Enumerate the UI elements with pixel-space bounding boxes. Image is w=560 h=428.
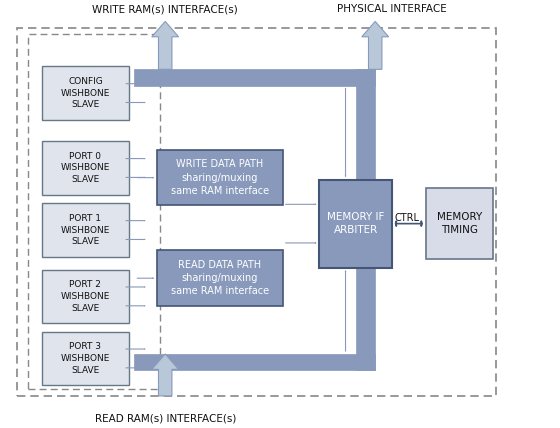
Polygon shape bbox=[152, 354, 179, 396]
Text: PORT 0
WISHBONE
SLAVE: PORT 0 WISHBONE SLAVE bbox=[60, 152, 110, 184]
Text: PORT 3
WISHBONE
SLAVE: PORT 3 WISHBONE SLAVE bbox=[60, 342, 110, 375]
Text: CTRL: CTRL bbox=[394, 213, 419, 223]
Text: PHYSICAL INTERFACE: PHYSICAL INTERFACE bbox=[337, 4, 447, 15]
Text: WRITE DATA PATH
sharing/muxing
same RAM interface: WRITE DATA PATH sharing/muxing same RAM … bbox=[171, 159, 269, 196]
FancyBboxPatch shape bbox=[42, 332, 129, 385]
FancyBboxPatch shape bbox=[134, 354, 375, 370]
FancyBboxPatch shape bbox=[157, 150, 283, 205]
Text: WRITE RAM(s) INTERFACE(s): WRITE RAM(s) INTERFACE(s) bbox=[92, 4, 238, 15]
FancyBboxPatch shape bbox=[42, 203, 129, 257]
Text: PORT 2
WISHBONE
SLAVE: PORT 2 WISHBONE SLAVE bbox=[60, 280, 110, 313]
Text: MEMORY
TIMING: MEMORY TIMING bbox=[437, 212, 482, 235]
FancyBboxPatch shape bbox=[42, 141, 129, 195]
FancyBboxPatch shape bbox=[426, 188, 493, 259]
Text: PORT 1
WISHBONE
SLAVE: PORT 1 WISHBONE SLAVE bbox=[60, 214, 110, 247]
FancyBboxPatch shape bbox=[134, 69, 375, 86]
Text: CONFIG
WISHBONE
SLAVE: CONFIG WISHBONE SLAVE bbox=[60, 77, 110, 110]
Text: MEMORY IF
ARBITER: MEMORY IF ARBITER bbox=[327, 212, 384, 235]
Polygon shape bbox=[362, 21, 389, 69]
FancyBboxPatch shape bbox=[157, 250, 283, 306]
FancyBboxPatch shape bbox=[356, 69, 375, 370]
FancyBboxPatch shape bbox=[319, 180, 392, 268]
FancyBboxPatch shape bbox=[42, 66, 129, 120]
Text: READ RAM(s) INTERFACE(s): READ RAM(s) INTERFACE(s) bbox=[95, 413, 236, 424]
Polygon shape bbox=[152, 21, 179, 69]
Text: READ DATA PATH
sharing/muxing
same RAM interface: READ DATA PATH sharing/muxing same RAM i… bbox=[171, 260, 269, 297]
FancyBboxPatch shape bbox=[42, 270, 129, 323]
